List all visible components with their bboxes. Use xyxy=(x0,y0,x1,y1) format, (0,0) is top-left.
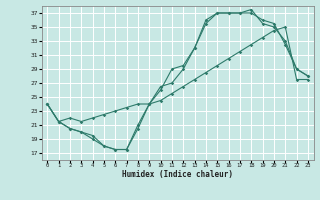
X-axis label: Humidex (Indice chaleur): Humidex (Indice chaleur) xyxy=(122,170,233,179)
